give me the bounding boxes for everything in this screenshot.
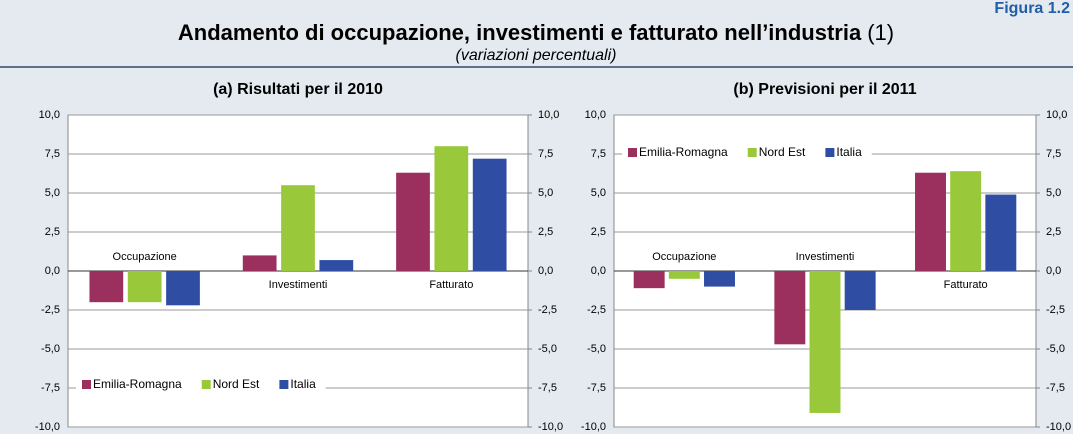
y-tick-label: 10,0 [39, 109, 60, 121]
y2-tick-label: 5,0 [538, 187, 553, 199]
y2-tick-label: 7,5 [538, 148, 553, 160]
category-label: Fatturato [429, 279, 473, 291]
y2-tick-label: -7,5 [1046, 382, 1065, 394]
y2-tick-label: -2,5 [538, 304, 557, 316]
panel-title: (a) Risultati per il 2010 [213, 81, 383, 98]
bar [242, 255, 277, 271]
legend-label: Emilia-Romagna [93, 377, 182, 391]
bar [396, 172, 430, 271]
y2-tick-label: -2,5 [1046, 304, 1065, 316]
y-tick-label: -2,5 [587, 304, 606, 316]
bar [166, 271, 200, 306]
legend-swatch [747, 148, 757, 157]
legend: Emilia-Romagna Nord Est Italia [622, 144, 872, 162]
y2-tick-label: 0,0 [1046, 265, 1061, 277]
title-note: (1) [867, 20, 894, 45]
y-tick-label: 10,0 [585, 109, 606, 121]
bar [472, 158, 507, 271]
legend-swatch [825, 148, 835, 157]
y2-tick-label: 0,0 [538, 265, 553, 277]
legend-label: Italia [836, 145, 862, 159]
bar [633, 271, 665, 289]
y2-tick-label: -10,0 [538, 421, 563, 433]
legend-background [76, 376, 326, 394]
legend-background [622, 144, 872, 162]
y-tick-label: -10,0 [35, 421, 60, 433]
bar [127, 271, 162, 303]
y2-tick-label: -5,0 [1046, 343, 1065, 355]
y-tick-label: -10,0 [581, 421, 606, 433]
y-tick-label: -5,0 [41, 343, 60, 355]
y-tick-label: -5,0 [587, 343, 606, 355]
y-tick-label: -7,5 [587, 382, 606, 394]
legend-swatch [628, 148, 637, 157]
category-label: Occupazione [652, 251, 716, 263]
y2-tick-label: 2,5 [1046, 226, 1061, 238]
legend-swatch [279, 380, 289, 389]
legend-label: Nord Est [759, 145, 806, 159]
figure-subtitle: (variazioni percentuali) [456, 47, 617, 64]
figure-number: Figura 1.2 [994, 0, 1070, 17]
category-label: Fatturato [944, 279, 988, 291]
bar [89, 271, 124, 303]
y2-tick-label: -10,0 [1046, 421, 1071, 433]
y2-tick-label: 5,0 [1046, 187, 1061, 199]
legend-label: Emilia-Romagna [639, 145, 728, 159]
bar [844, 271, 876, 310]
bar [950, 171, 982, 271]
legend-swatch [201, 380, 211, 389]
y-tick-label: -2,5 [41, 304, 60, 316]
y-tick-label: 5,0 [591, 187, 606, 199]
panel-title: (b) Previsioni per il 2011 [733, 81, 916, 98]
y2-tick-label: -5,0 [538, 343, 557, 355]
y-tick-label: 0,0 [45, 265, 60, 277]
bar [434, 146, 469, 271]
bar [774, 271, 806, 345]
category-label: Investimenti [269, 279, 328, 291]
y-tick-label: 2,5 [591, 226, 606, 238]
y2-tick-label: 10,0 [538, 109, 559, 121]
figure-title: Andamento di occupazione, investimenti e… [178, 20, 894, 45]
y2-tick-label: 7,5 [1046, 148, 1061, 160]
bar [915, 172, 946, 271]
legend-label: Italia [290, 377, 316, 391]
y2-tick-label: 2,5 [538, 226, 553, 238]
bar [668, 271, 700, 279]
legend-label: Nord Est [213, 377, 260, 391]
y2-tick-label: -7,5 [538, 382, 557, 394]
bar [704, 271, 735, 287]
y-tick-label: 5,0 [45, 187, 60, 199]
title-main: Andamento di occupazione, investimenti e… [178, 20, 862, 45]
y-tick-label: 7,5 [45, 148, 60, 160]
y-tick-label: 2,5 [45, 226, 60, 238]
bar [809, 271, 841, 413]
y-tick-label: 7,5 [591, 148, 606, 160]
legend: Emilia-Romagna Nord Est Italia [76, 376, 326, 394]
y-tick-label: -7,5 [41, 382, 60, 394]
bar [319, 260, 354, 271]
category-label: Occupazione [113, 251, 177, 263]
legend-swatch [82, 380, 91, 389]
bar [985, 194, 1017, 271]
bar [281, 185, 315, 271]
category-label: Investimenti [796, 251, 855, 263]
y2-tick-label: 10,0 [1046, 109, 1067, 121]
y-tick-label: 0,0 [591, 265, 606, 277]
